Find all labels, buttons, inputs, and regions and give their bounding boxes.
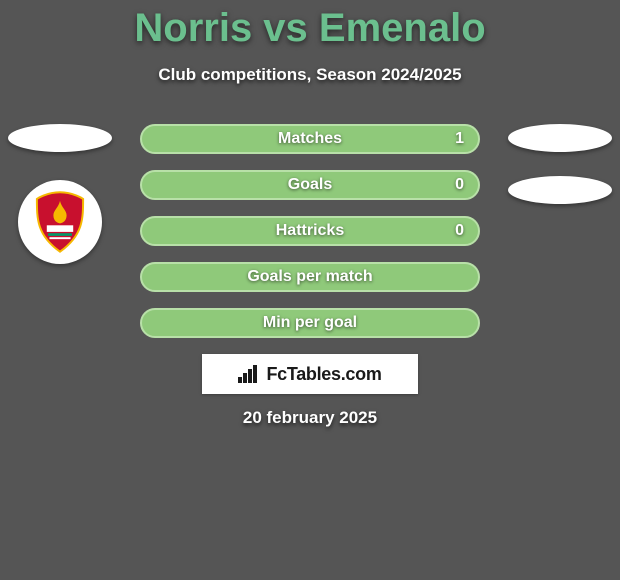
right-ellipse-2	[508, 176, 612, 204]
brand-box: FcTables.com	[202, 354, 418, 394]
stat-row: Min per goal	[140, 308, 480, 338]
club-badge-left	[18, 180, 102, 264]
subtitle: Club competitions, Season 2024/2025	[0, 65, 620, 85]
stat-value: 1	[455, 130, 464, 148]
bars-icon	[238, 365, 260, 383]
date-line: 20 february 2025	[0, 408, 620, 428]
stat-row: Hattricks 0	[140, 216, 480, 246]
stat-row: Goals per match	[140, 262, 480, 292]
stat-label: Matches	[278, 130, 342, 148]
left-ellipse	[8, 124, 112, 152]
brand-text: FcTables.com	[266, 364, 381, 385]
stat-label: Min per goal	[263, 314, 357, 332]
right-ellipse-1	[508, 124, 612, 152]
stat-value: 0	[455, 176, 464, 194]
stat-row: Goals 0	[140, 170, 480, 200]
stats-column: Matches 1 Goals 0 Hattricks 0 Goals per …	[140, 124, 480, 354]
page-title: Norris vs Emenalo	[0, 0, 620, 51]
liverpool-crest-icon	[27, 189, 93, 255]
stat-label: Hattricks	[276, 222, 344, 240]
stat-label: Goals	[288, 176, 332, 194]
stat-value: 0	[455, 222, 464, 240]
stat-row: Matches 1	[140, 124, 480, 154]
stat-label: Goals per match	[247, 268, 372, 286]
